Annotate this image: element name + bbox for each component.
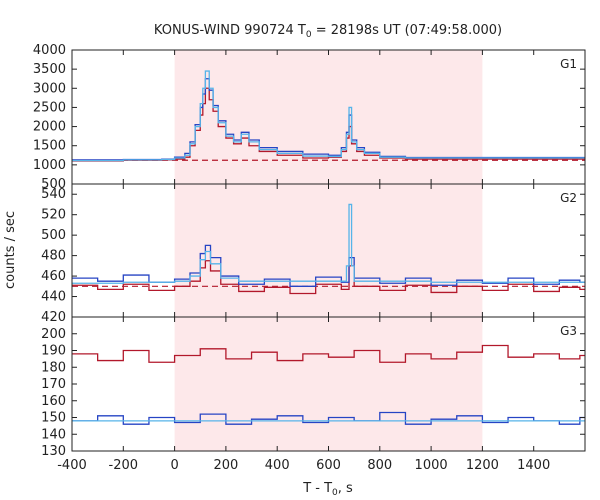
- x-tick-label: 200: [213, 458, 238, 473]
- y-tick-label: 140: [41, 427, 66, 442]
- x-tick-label: 600: [316, 458, 341, 473]
- y-tick-label: 460: [41, 269, 66, 284]
- x-tick-label: 1400: [517, 458, 550, 473]
- y-tick-label: 3500: [33, 62, 66, 77]
- x-tick-label: -200: [109, 458, 139, 473]
- highlight-band-g1: [174, 50, 483, 184]
- y-tick-label: 440: [41, 290, 66, 305]
- y-tick-label: 180: [41, 360, 66, 375]
- x-tick-label: 1200: [466, 458, 499, 473]
- panel-label-g1: G1: [560, 57, 577, 71]
- series-line-g2-2: [72, 203, 585, 284]
- y-tick-label: 190: [41, 344, 66, 359]
- y-tick-label: 160: [41, 394, 66, 409]
- chart-title: KONUS-WIND 990724 T0 = 28198s UT (07:49:…: [154, 23, 502, 40]
- series-line-g2-0: [72, 260, 585, 295]
- x-tick-label: 1000: [415, 458, 448, 473]
- y-axis-label: counts / sec: [3, 211, 18, 289]
- y-tick-label: 170: [41, 377, 66, 392]
- series-line-g1-1: [72, 78, 585, 161]
- series-line-g1-0: [72, 87, 585, 162]
- series-line-g3-0: [72, 344, 585, 363]
- highlight-band-g2: [174, 184, 483, 317]
- panel-label-g2: G2: [560, 191, 577, 205]
- y-tick-label: 540: [41, 187, 66, 202]
- y-tick-label: 2500: [33, 100, 66, 115]
- y-tick-label: 4000: [33, 43, 66, 58]
- y-tick-label: 150: [41, 411, 66, 426]
- y-tick-label: 500: [41, 177, 66, 192]
- panel-label-g3: G3: [560, 324, 577, 338]
- y-tick-label: 2000: [33, 120, 66, 135]
- y-tick-label: 3000: [33, 81, 66, 96]
- y-tick-label: 420: [41, 310, 66, 325]
- y-tick-label: 480: [41, 249, 66, 264]
- x-tick-label: 800: [367, 458, 392, 473]
- x-tick-label: -400: [57, 458, 87, 473]
- series-line-g1-2: [72, 70, 585, 162]
- y-tick-label: 500: [41, 228, 66, 243]
- series-line-g3-1: [72, 411, 585, 425]
- y-tick-label: 200: [41, 327, 66, 342]
- y-tick-label: 520: [41, 208, 66, 223]
- y-tick-label: 1000: [33, 158, 66, 173]
- y-tick-label: 130: [41, 444, 66, 459]
- x-axis-label: T - T0, s: [302, 481, 353, 498]
- x-tick-label: 400: [265, 458, 290, 473]
- y-tick-label: 1500: [33, 139, 66, 154]
- highlight-band-g3: [174, 317, 483, 451]
- x-tick-label: 0: [170, 458, 178, 473]
- plot-layer: 5001000150020002500300035004000G14204404…: [33, 43, 586, 473]
